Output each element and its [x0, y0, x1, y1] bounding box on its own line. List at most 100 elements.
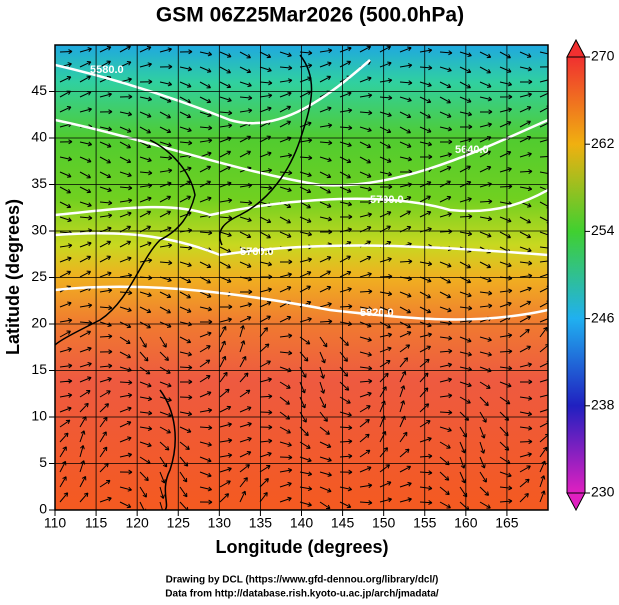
wind-arrow [519, 328, 530, 338]
wind-arrow [179, 394, 193, 400]
wind-arrow [79, 376, 92, 383]
height-contours [55, 59, 548, 321]
wind-arrow [79, 156, 92, 163]
wind-arrow [179, 140, 193, 146]
wind-arrow [199, 196, 212, 203]
wind-arrow [339, 270, 352, 278]
wind-arrow [219, 493, 230, 503]
coastlines [54, 54, 313, 511]
wind-arrow [99, 271, 112, 278]
wind-arrow [99, 213, 113, 219]
wind-arrow [139, 258, 153, 264]
wind-arrow [99, 431, 107, 443]
wind-arrow [339, 501, 352, 509]
wind-arrow [479, 290, 493, 296]
wind-arrow [159, 243, 173, 249]
wind-arrow [499, 301, 512, 308]
wind-arrow [199, 345, 211, 353]
wind-arrow [459, 471, 466, 484]
x-tick-label: 110 [44, 515, 67, 531]
wind-arrow [179, 426, 192, 433]
wind-arrow [539, 460, 546, 473]
wind-arrow [119, 351, 132, 359]
colorbar-tick-label: 254 [591, 222, 615, 238]
wind-arrow [59, 419, 71, 428]
wind-arrow [479, 81, 492, 88]
wind-arrow [59, 156, 73, 162]
wind-arrow [239, 490, 247, 503]
wind-arrow [499, 381, 512, 388]
wind-arrow [419, 111, 431, 119]
y-tick-label: 45 [31, 82, 47, 98]
y-axis-label: Latitude (degrees) [3, 199, 23, 355]
wind-arrow [359, 212, 372, 218]
wind-arrow [379, 141, 391, 149]
wind-arrow [279, 153, 293, 159]
wind-arrow [279, 105, 292, 113]
wind-arrow [419, 485, 433, 491]
wind-arrow [239, 150, 252, 158]
wind-arrow [179, 195, 192, 203]
wind-arrow [359, 255, 372, 263]
wind-arrow [519, 452, 532, 458]
wind-arrow [339, 396, 351, 404]
wind-arrow [179, 49, 193, 55]
wind-arrow [439, 66, 452, 73]
wind-arrow [479, 231, 492, 238]
wind-arrow [439, 166, 452, 173]
wind-arrow [479, 109, 493, 115]
wind-arrow [319, 156, 332, 163]
wind-arrow [539, 377, 548, 383]
wind-arrow [519, 92, 532, 98]
wind-arrow [339, 336, 349, 347]
wind-arrow [379, 171, 393, 177]
wind-arrow [279, 120, 292, 128]
wind-arrow [119, 141, 131, 149]
wind-arrow [119, 501, 132, 509]
wind-arrow [439, 501, 451, 509]
wind-arrow [479, 165, 492, 173]
wind-arrow [399, 400, 406, 413]
wind-arrow [279, 441, 292, 447]
wind-arrow [119, 171, 132, 178]
title: GSM 06Z25Mar2026 (500.0hPa) [156, 4, 464, 27]
wind-arrow [159, 81, 173, 87]
wind-arrow [439, 486, 450, 496]
contour-label: 5820.0 [360, 307, 394, 319]
wind-arrow [159, 195, 172, 203]
wind-arrow [539, 246, 548, 249]
wind-arrow [319, 256, 332, 263]
wind-arrow [99, 349, 113, 355]
wind-arrow [279, 272, 292, 278]
wind-arrow [139, 241, 152, 248]
wind-arrow [439, 126, 453, 132]
wind-arrow [439, 335, 453, 341]
wind-arrow [139, 321, 151, 329]
wind-arrow [319, 171, 332, 179]
y-tick-label: 10 [31, 408, 47, 424]
wind-arrow [419, 210, 432, 218]
wind-arrow [59, 378, 73, 384]
wind-arrow [479, 150, 491, 158]
coastline [54, 139, 196, 346]
wind-arrow [259, 409, 273, 415]
wind-arrow [359, 306, 373, 312]
wind-arrow [239, 289, 253, 295]
wind-arrow [499, 261, 512, 268]
wind-arrow [219, 405, 232, 413]
wind-arrow [439, 276, 452, 284]
wind-arrow [319, 501, 331, 510]
wind-arrow [399, 431, 408, 443]
wind-arrow [159, 64, 173, 70]
wind-arrow [119, 336, 131, 344]
wind-arrow [379, 481, 392, 488]
wind-arrow [139, 111, 152, 118]
wind-arrow [299, 317, 312, 323]
colorbar-min-arrow [566, 492, 586, 512]
wind-arrow [119, 486, 132, 492]
wind-arrow [339, 201, 353, 207]
wind-arrow [179, 456, 189, 467]
wind-arrow [79, 241, 92, 248]
wind-arrow [239, 450, 252, 458]
wind-arrow [239, 51, 251, 59]
